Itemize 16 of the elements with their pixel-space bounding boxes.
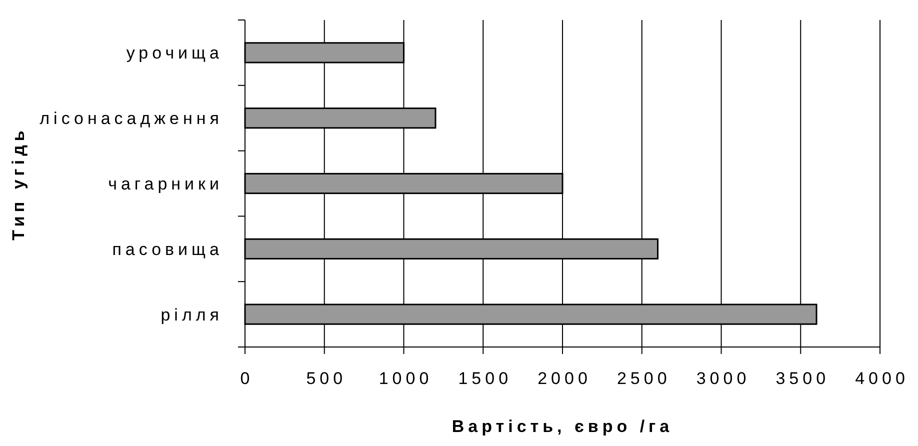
x-tick-label: 3500 [776, 369, 830, 388]
y-tick-label: рілля [160, 305, 223, 324]
x-tick-label: 1000 [378, 369, 433, 388]
y-tick-label: урочища [126, 44, 223, 63]
y-tick-label: лісонасадження [40, 109, 223, 128]
x-tick-label: 0 [240, 369, 254, 388]
x-tick-label: 3000 [696, 369, 750, 388]
x-axis-title: Вартість, євро /га [452, 417, 674, 436]
y-tick-label: чагарники [108, 174, 223, 194]
y-tick-label: пасовища [112, 240, 223, 259]
x-tick-label: 1500 [458, 369, 512, 388]
y-axis-title: Тип угідь [9, 126, 28, 240]
x-tick-label: 2000 [538, 369, 592, 388]
x-tick-label: 4000 [855, 369, 909, 388]
x-tick-label: 500 [306, 369, 347, 388]
x-tick-label: 2500 [616, 369, 671, 388]
